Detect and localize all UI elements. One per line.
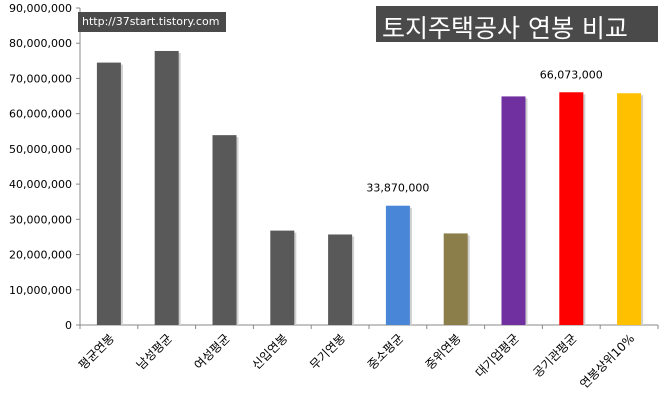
bar	[501, 96, 526, 325]
category-label: 중위연봉	[423, 331, 464, 372]
data-label: 66,073,000	[540, 68, 603, 81]
y-tick-label: 20,000,000	[9, 249, 72, 262]
bar	[212, 135, 237, 325]
bar	[443, 233, 468, 325]
category-label: 연봉상위10%	[577, 331, 637, 391]
category-label: 남성평균	[134, 331, 175, 372]
y-tick-label: 60,000,000	[9, 108, 72, 121]
bar	[559, 92, 584, 325]
watermark-url: http://37start.tistory.com	[82, 15, 220, 28]
category-label: 무기연봉	[307, 331, 348, 372]
category-label: 신입연봉	[249, 331, 290, 372]
y-tick-label: 0	[65, 319, 72, 332]
bar	[617, 93, 642, 325]
bar	[385, 205, 410, 325]
category-label: 여성평균	[191, 331, 232, 372]
category-label: 공기관평균	[530, 331, 579, 380]
y-tick-label: 70,000,000	[9, 72, 72, 85]
y-tick-label: 80,000,000	[9, 37, 72, 50]
category-label: 대기업평균	[473, 331, 522, 380]
y-tick-label: 40,000,000	[9, 178, 72, 191]
y-tick-label: 10,000,000	[9, 284, 72, 297]
category-label: 평균연봉	[76, 331, 117, 372]
bar	[328, 234, 353, 325]
watermark-box: http://37start.tistory.com	[78, 12, 226, 32]
bar	[270, 230, 295, 325]
bar	[96, 62, 121, 325]
category-label: 중소평균	[365, 331, 406, 372]
chart-title: 토지주택공사 연봉 비교	[382, 14, 628, 43]
chart-title-box: 토지주택공사 연봉 비교	[376, 6, 658, 43]
y-tick-label: 90,000,000	[9, 2, 72, 15]
data-label: 33,870,000	[366, 182, 429, 195]
y-tick-label: 50,000,000	[9, 143, 72, 156]
bar	[154, 50, 179, 326]
y-tick-label: 30,000,000	[9, 213, 72, 226]
